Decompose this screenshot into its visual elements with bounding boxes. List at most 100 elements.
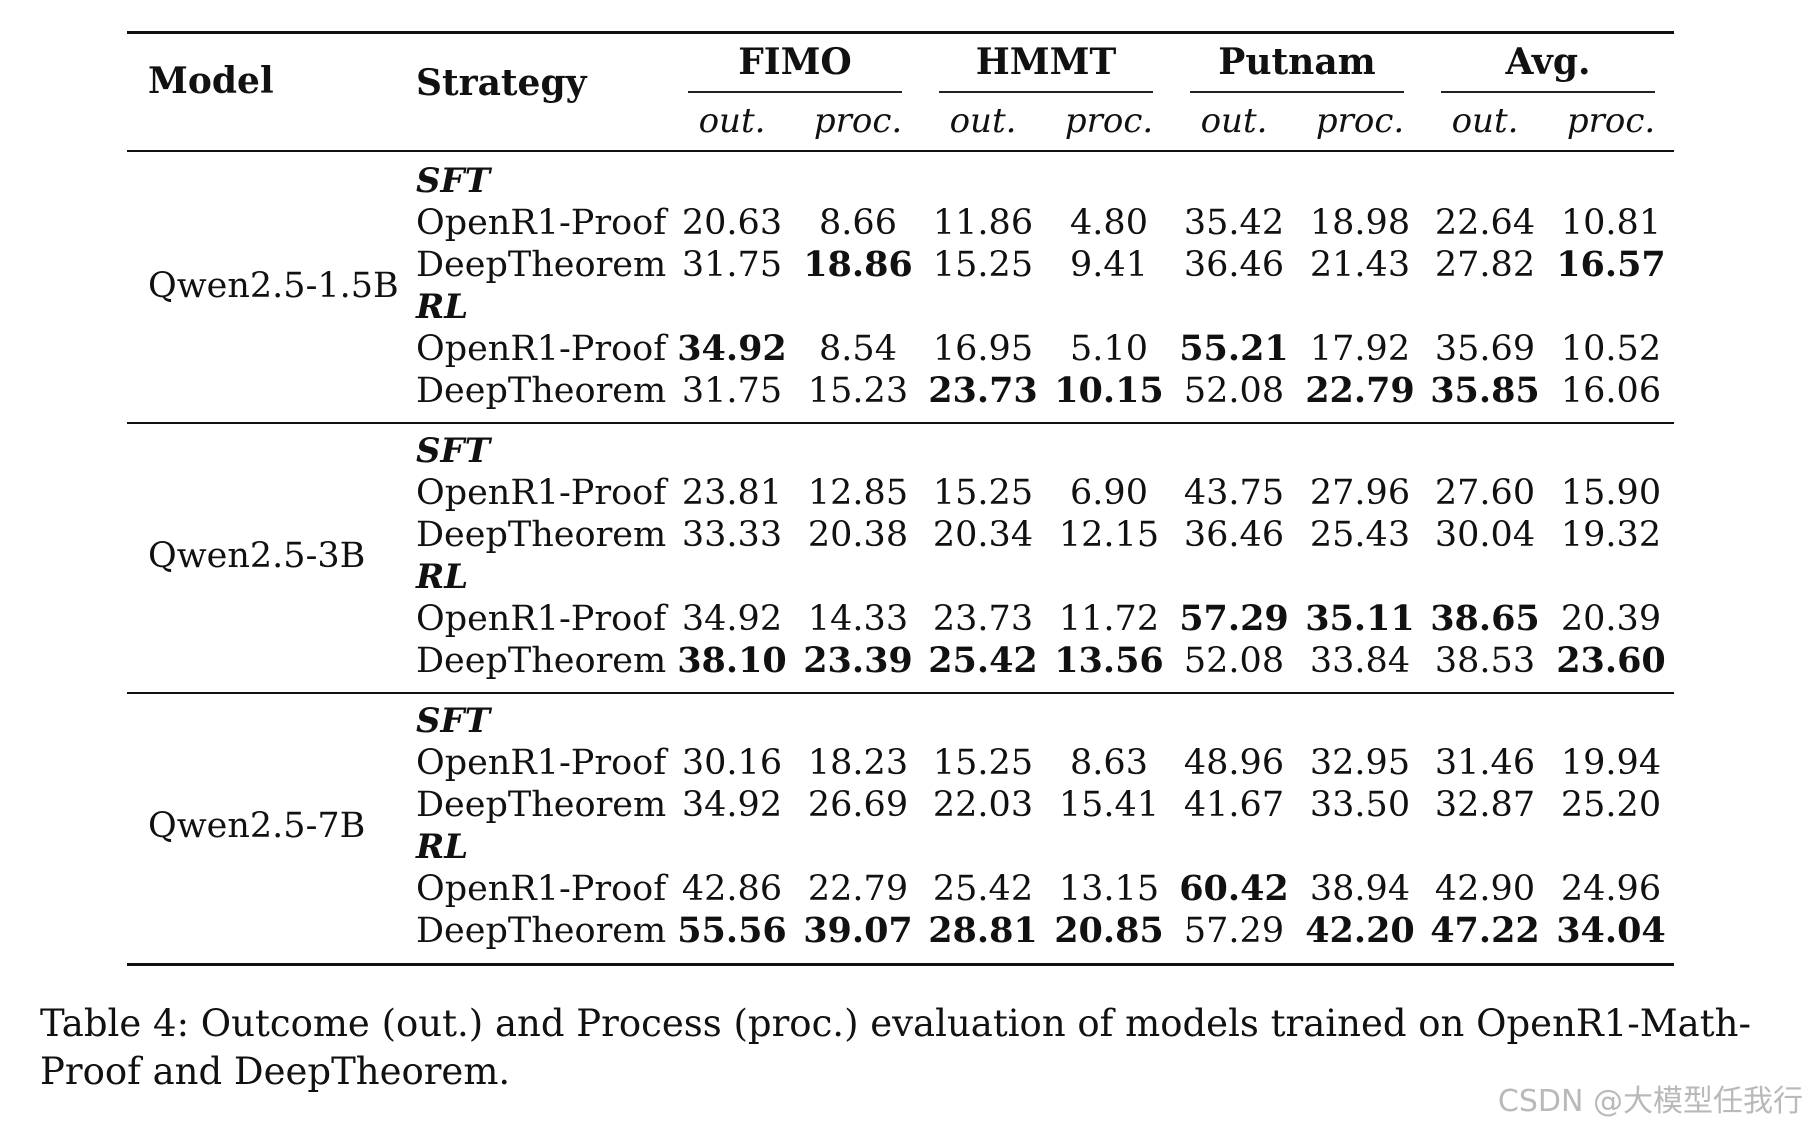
- group-underline: [939, 91, 1153, 93]
- cell-fimo-proc: 18.23: [807, 743, 909, 783]
- cell-avg-proc: 24.96: [1560, 869, 1662, 909]
- strategy-name: DeepTheorem: [416, 515, 667, 555]
- cell-hmmt-proc: 10.15: [1054, 370, 1164, 411]
- subheader-out: out.: [1451, 101, 1519, 141]
- header-group-hmmt: HMMT: [975, 41, 1117, 83]
- cell-putnam-proc: 17.92: [1309, 329, 1411, 369]
- subheader-out: out.: [1200, 101, 1268, 141]
- strategy-name: DeepTheorem: [416, 641, 667, 681]
- cell-hmmt-proc: 20.85: [1054, 910, 1164, 951]
- table-top-rule: [127, 31, 1674, 34]
- cell-putnam-out: 36.46: [1183, 515, 1285, 555]
- section-label: SFT: [416, 701, 490, 741]
- cell-avg-out: 27.82: [1434, 245, 1536, 285]
- strategy-name: DeepTheorem: [416, 245, 667, 285]
- cell-avg-out: 32.87: [1434, 785, 1536, 825]
- cell-putnam-proc: 42.20: [1305, 910, 1415, 951]
- strategy-name: OpenR1-Proof: [416, 203, 667, 243]
- header-group-fimo: FIMO: [738, 41, 852, 83]
- table-caption: Table 4: Outcome (out.) and Process (pro…: [40, 1002, 1751, 1093]
- subheader-proc: proc.: [813, 101, 903, 141]
- section-label: SFT: [416, 431, 490, 471]
- cell-hmmt-proc: 15.41: [1058, 785, 1160, 825]
- cell-fimo-out: 33.33: [681, 515, 783, 555]
- cell-hmmt-out: 23.73: [928, 370, 1038, 411]
- cell-hmmt-out: 22.03: [932, 785, 1034, 825]
- block-separator-rule: [127, 692, 1674, 694]
- cell-putnam-out: 52.08: [1183, 641, 1285, 681]
- cell-putnam-out: 60.42: [1179, 868, 1289, 909]
- cell-hmmt-out: 25.42: [928, 640, 1038, 681]
- cell-putnam-proc: 38.94: [1309, 869, 1411, 909]
- cell-putnam-out: 52.08: [1183, 371, 1285, 411]
- cell-fimo-out: 38.10: [677, 640, 787, 681]
- cell-avg-proc: 16.57: [1556, 244, 1666, 285]
- cell-hmmt-proc: 4.80: [1070, 203, 1148, 243]
- cell-fimo-out: 31.75: [681, 245, 783, 285]
- cell-fimo-out: 55.56: [677, 910, 787, 951]
- cell-hmmt-out: 23.73: [932, 599, 1034, 639]
- cell-avg-proc: 10.81: [1560, 203, 1662, 243]
- cell-avg-proc: 19.94: [1560, 743, 1662, 783]
- cell-fimo-proc: 15.23: [807, 371, 909, 411]
- section-label: RL: [416, 557, 469, 597]
- cell-fimo-proc: 8.66: [819, 203, 897, 243]
- cell-hmmt-out: 25.42: [932, 869, 1034, 909]
- strategy-name: DeepTheorem: [416, 785, 667, 825]
- subheader-out: out.: [949, 101, 1017, 141]
- subheader-proc: proc.: [1566, 101, 1656, 141]
- cell-avg-proc: 20.39: [1560, 599, 1662, 639]
- cell-avg-proc: 23.60: [1556, 640, 1666, 681]
- group-underline: [688, 91, 902, 93]
- cell-avg-out: 30.04: [1434, 515, 1536, 555]
- cell-fimo-proc: 39.07: [803, 910, 913, 951]
- cell-fimo-proc: 8.54: [819, 329, 897, 369]
- cell-avg-out: 38.53: [1434, 641, 1536, 681]
- table-bottom-rule: [127, 963, 1674, 966]
- cell-avg-out: 35.69: [1434, 329, 1536, 369]
- header-model: Model: [148, 60, 274, 102]
- cell-avg-out: 47.22: [1430, 910, 1540, 951]
- cell-avg-proc: 15.90: [1560, 473, 1662, 513]
- cell-hmmt-out: 16.95: [932, 329, 1034, 369]
- cell-fimo-proc: 23.39: [803, 640, 913, 681]
- section-label: SFT: [416, 161, 490, 201]
- cell-avg-out: 31.46: [1434, 743, 1536, 783]
- cell-hmmt-out: 15.25: [932, 743, 1034, 783]
- cell-putnam-proc: 32.95: [1309, 743, 1411, 783]
- group-underline: [1190, 91, 1404, 93]
- cell-putnam-out: 43.75: [1183, 473, 1285, 513]
- cell-putnam-proc: 21.43: [1309, 245, 1411, 285]
- header-group-avg: Avg.: [1505, 41, 1591, 83]
- cell-putnam-proc: 33.50: [1309, 785, 1411, 825]
- cell-putnam-out: 35.42: [1183, 203, 1285, 243]
- cell-avg-out: 27.60: [1434, 473, 1536, 513]
- strategy-name: DeepTheorem: [416, 371, 667, 411]
- section-label: RL: [416, 287, 469, 327]
- cell-avg-out: 42.90: [1434, 869, 1536, 909]
- cell-hmmt-out: 15.25: [932, 245, 1034, 285]
- strategy-name: OpenR1-Proof: [416, 743, 667, 783]
- strategy-name: DeepTheorem: [416, 911, 667, 951]
- strategy-name: OpenR1-Proof: [416, 869, 667, 909]
- cell-fimo-out: 23.81: [681, 473, 783, 513]
- cell-fimo-proc: 20.38: [807, 515, 909, 555]
- block-separator-rule: [127, 422, 1674, 424]
- cell-hmmt-proc: 6.90: [1070, 473, 1148, 513]
- cell-putnam-out: 57.29: [1183, 911, 1285, 951]
- cell-fimo-proc: 22.79: [807, 869, 909, 909]
- cell-fimo-out: 42.86: [681, 869, 783, 909]
- header-strategy: Strategy: [416, 62, 587, 104]
- cell-fimo-out: 20.63: [681, 203, 783, 243]
- strategy-name: OpenR1-Proof: [416, 599, 667, 639]
- cell-fimo-out: 34.92: [681, 785, 783, 825]
- cell-hmmt-proc: 5.10: [1070, 329, 1148, 369]
- subheader-proc: proc.: [1064, 101, 1154, 141]
- cell-avg-out: 35.85: [1430, 370, 1540, 411]
- model-name: Qwen2.5-3B: [148, 536, 366, 576]
- cell-fimo-proc: 18.86: [803, 244, 913, 285]
- cell-hmmt-proc: 9.41: [1070, 245, 1148, 285]
- cell-avg-proc: 16.06: [1560, 371, 1662, 411]
- cell-hmmt-proc: 13.56: [1054, 640, 1164, 681]
